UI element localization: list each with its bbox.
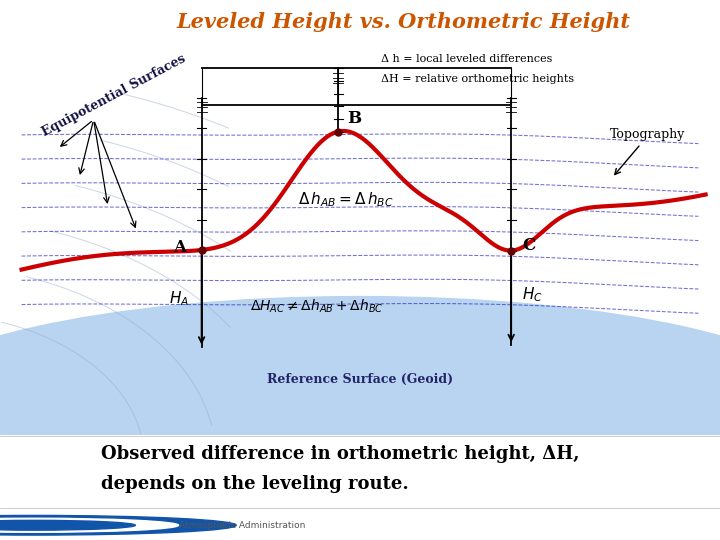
Text: National Oceanic and Atmospheric Administration: National Oceanic and Atmospheric Adminis…: [79, 522, 305, 530]
Text: Equipotential Surfaces: Equipotential Surfaces: [40, 52, 188, 139]
Ellipse shape: [0, 296, 720, 515]
Text: National Geodeti: National Geodeti: [38, 17, 120, 27]
Text: $\Delta H_{AC} \neq \Delta h_{AB} + \Delta h_{BC}$: $\Delta H_{AC} \neq \Delta h_{AB} + \Del…: [250, 298, 384, 315]
Text: ΔH = relative orthometric heights: ΔH = relative orthometric heights: [381, 74, 574, 84]
Text: Observed difference in orthometric height, ΔH,: Observed difference in orthometric heigh…: [101, 446, 580, 463]
Text: Δ h = local leveled differences: Δ h = local leveled differences: [381, 53, 552, 64]
Text: A: A: [173, 239, 186, 256]
Circle shape: [0, 521, 135, 530]
Text: depends on the leveling route.: depends on the leveling route.: [101, 475, 408, 493]
Text: $\Delta\,h_{AB} = \Delta\,h_{BC}$: $\Delta\,h_{AB} = \Delta\,h_{BC}$: [298, 190, 393, 209]
Text: Topography: Topography: [611, 128, 685, 141]
Text: $H_A$: $H_A$: [168, 289, 189, 308]
Text: C: C: [522, 237, 535, 254]
Text: Reference Surface (Geoid): Reference Surface (Geoid): [267, 373, 453, 386]
Circle shape: [0, 515, 236, 535]
Circle shape: [0, 518, 179, 532]
Text: $H_C$: $H_C$: [522, 285, 543, 303]
Text: B: B: [347, 110, 361, 127]
Text: Leveled Height vs. Orthometric Height: Leveled Height vs. Orthometric Height: [176, 12, 630, 32]
